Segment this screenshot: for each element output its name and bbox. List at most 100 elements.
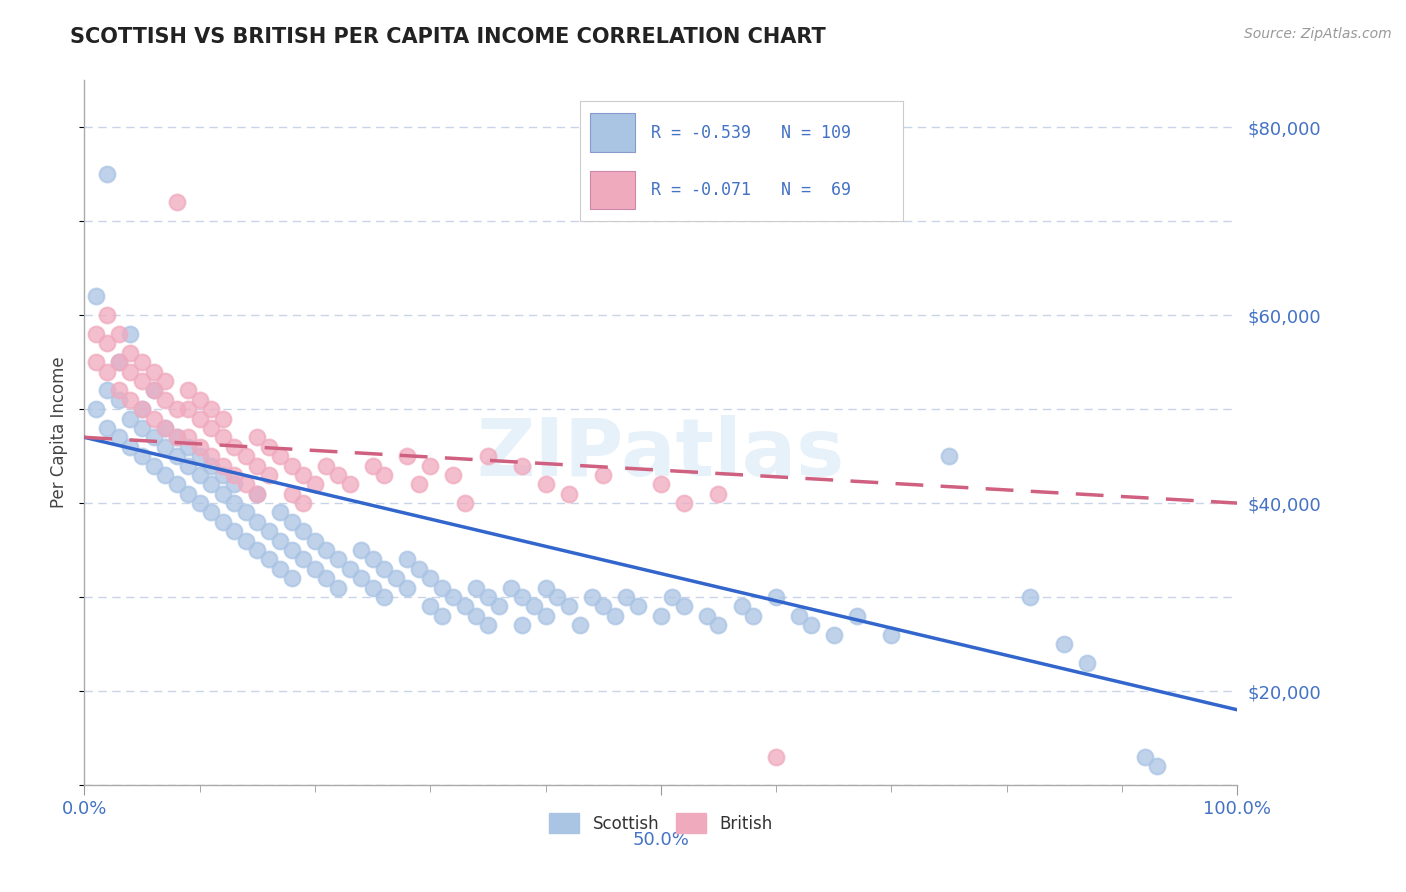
Point bbox=[661, 590, 683, 604]
Point bbox=[188, 496, 211, 510]
Point bbox=[142, 411, 165, 425]
Point bbox=[224, 477, 246, 491]
Point bbox=[120, 392, 142, 407]
Point bbox=[361, 581, 384, 595]
Point bbox=[96, 336, 118, 351]
Point bbox=[96, 167, 118, 181]
Point bbox=[430, 581, 453, 595]
Point bbox=[707, 486, 730, 500]
Point bbox=[200, 402, 222, 417]
Point bbox=[534, 477, 557, 491]
Point bbox=[1018, 590, 1040, 604]
Point bbox=[120, 365, 142, 379]
Point bbox=[200, 506, 222, 520]
Point bbox=[120, 440, 142, 454]
Point bbox=[235, 506, 257, 520]
Point bbox=[419, 571, 441, 585]
Point bbox=[257, 524, 280, 539]
Point bbox=[142, 384, 165, 398]
Point bbox=[742, 608, 765, 623]
Point bbox=[142, 365, 165, 379]
Point bbox=[131, 421, 153, 435]
Y-axis label: Per Capita Income: Per Capita Income bbox=[51, 357, 69, 508]
Point bbox=[477, 449, 499, 463]
Point bbox=[281, 571, 304, 585]
Point bbox=[96, 365, 118, 379]
Point bbox=[200, 458, 222, 473]
Point bbox=[373, 590, 395, 604]
Point bbox=[200, 477, 222, 491]
Point bbox=[177, 440, 200, 454]
Point bbox=[246, 486, 269, 500]
Point bbox=[592, 467, 614, 482]
Point bbox=[188, 467, 211, 482]
Point bbox=[488, 599, 510, 614]
Point bbox=[142, 458, 165, 473]
Point bbox=[546, 590, 568, 604]
Point bbox=[153, 392, 176, 407]
Point bbox=[211, 411, 233, 425]
Point bbox=[441, 467, 464, 482]
Point bbox=[672, 599, 695, 614]
Point bbox=[166, 477, 188, 491]
Point bbox=[938, 449, 960, 463]
Point bbox=[269, 533, 291, 548]
Point bbox=[142, 384, 165, 398]
Point bbox=[315, 571, 337, 585]
Point bbox=[131, 355, 153, 369]
Point bbox=[1076, 656, 1098, 670]
Point bbox=[84, 289, 107, 303]
Point bbox=[477, 590, 499, 604]
Point bbox=[557, 599, 579, 614]
Point bbox=[211, 458, 233, 473]
Point bbox=[96, 308, 118, 322]
Point bbox=[211, 515, 233, 529]
Point bbox=[257, 440, 280, 454]
Point bbox=[246, 515, 269, 529]
Point bbox=[166, 430, 188, 444]
Point bbox=[419, 458, 441, 473]
Point bbox=[235, 477, 257, 491]
Point bbox=[465, 581, 488, 595]
Point bbox=[131, 374, 153, 388]
Point bbox=[257, 467, 280, 482]
Point bbox=[408, 477, 430, 491]
Point bbox=[166, 449, 188, 463]
Point bbox=[361, 552, 384, 566]
Point bbox=[315, 543, 337, 558]
Point bbox=[534, 581, 557, 595]
Point bbox=[499, 581, 522, 595]
Point bbox=[246, 486, 269, 500]
Point bbox=[108, 326, 131, 341]
Point bbox=[430, 608, 453, 623]
Point bbox=[224, 440, 246, 454]
Point bbox=[672, 496, 695, 510]
Point bbox=[581, 590, 603, 604]
Point bbox=[84, 402, 107, 417]
Point bbox=[800, 618, 823, 632]
Point bbox=[188, 440, 211, 454]
Point bbox=[281, 543, 304, 558]
Point bbox=[1146, 759, 1168, 773]
Point bbox=[292, 496, 315, 510]
Point bbox=[465, 608, 488, 623]
Point bbox=[153, 440, 176, 454]
Point bbox=[211, 467, 233, 482]
Point bbox=[120, 326, 142, 341]
Point bbox=[153, 374, 176, 388]
Point bbox=[304, 562, 326, 576]
Point bbox=[373, 467, 395, 482]
Point bbox=[108, 392, 131, 407]
Point bbox=[142, 430, 165, 444]
Point bbox=[200, 421, 222, 435]
Point bbox=[339, 477, 361, 491]
Point bbox=[153, 421, 176, 435]
Point bbox=[96, 384, 118, 398]
Point bbox=[108, 355, 131, 369]
Point bbox=[177, 402, 200, 417]
Point bbox=[592, 599, 614, 614]
Point bbox=[650, 477, 672, 491]
Text: Source: ZipAtlas.com: Source: ZipAtlas.com bbox=[1244, 27, 1392, 41]
Point bbox=[569, 618, 592, 632]
Point bbox=[120, 411, 142, 425]
